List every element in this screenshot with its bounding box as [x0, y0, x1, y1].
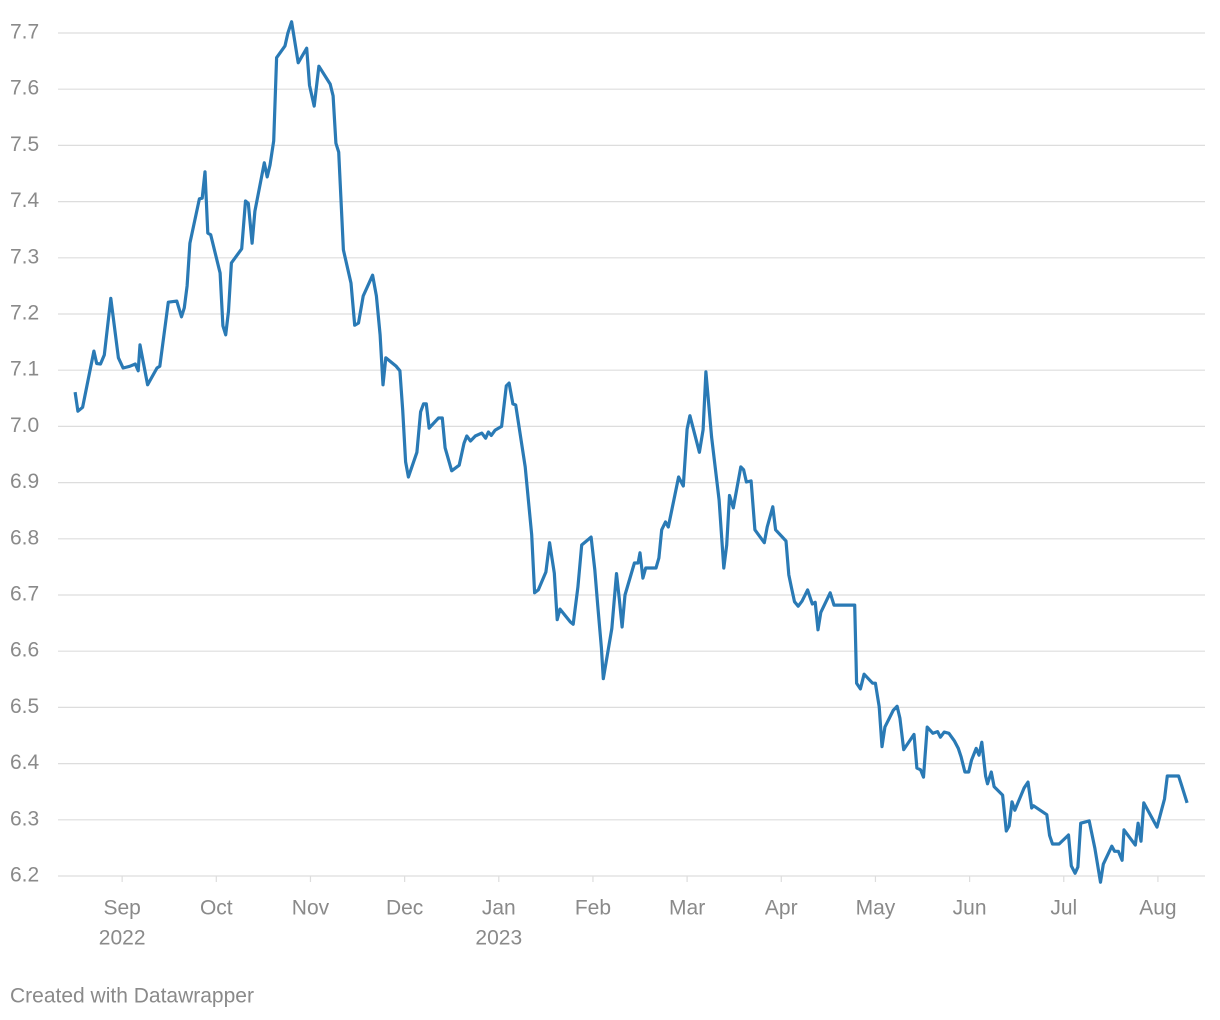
x-tick-label: Nov	[292, 897, 330, 920]
x-tick-label: Feb	[575, 897, 611, 920]
y-tick-label: 6.7	[10, 583, 39, 606]
y-tick-label: 7.3	[10, 245, 39, 268]
y-tick-label: 6.6	[10, 639, 39, 662]
x-tick-label: Mar	[669, 897, 705, 920]
x-tick-label: Sep	[103, 897, 140, 920]
x-tick-label: Jul	[1050, 897, 1077, 920]
x-tick-label: Oct	[200, 897, 233, 920]
x-tick-label: Dec	[386, 897, 423, 920]
x-tick-label: Jun	[953, 897, 987, 920]
y-tick-label: 7.6	[10, 77, 39, 100]
y-tick-label: 6.4	[10, 751, 40, 774]
y-tick-label: 7.2	[10, 302, 39, 325]
credit: Created with Datawrapper	[10, 985, 254, 1008]
y-tick-label: 7.7	[10, 21, 39, 44]
y-tick-label: 7.5	[10, 133, 39, 156]
y-tick-label: 7.0	[10, 414, 39, 437]
x-tick-label: Apr	[765, 897, 798, 920]
y-tick-label: 7.4	[10, 189, 40, 212]
x-tick-year: 2022	[99, 927, 146, 950]
x-tick-label: Jan	[482, 897, 516, 920]
x-tick-label: Aug	[1139, 897, 1176, 920]
x-tick-year: 2023	[475, 927, 522, 950]
y-tick-label: 6.3	[10, 807, 39, 830]
y-tick-label: 6.2	[10, 864, 39, 887]
y-tick-label: 7.1	[10, 358, 39, 381]
x-tick-label: May	[856, 897, 896, 920]
y-tick-label: 6.8	[10, 526, 39, 549]
data-line	[73, 20, 1189, 884]
y-tick-label: 6.9	[10, 470, 39, 493]
y-tick-label: 6.5	[10, 695, 39, 718]
